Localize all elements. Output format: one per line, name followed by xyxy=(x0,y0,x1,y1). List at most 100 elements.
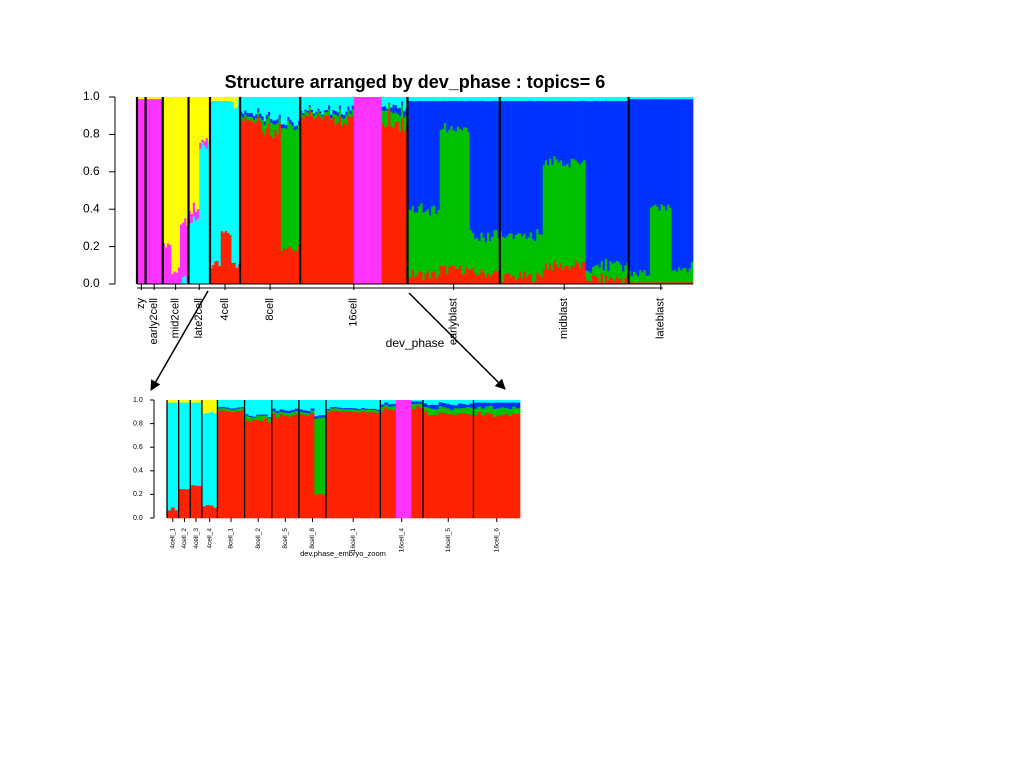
structure-bar xyxy=(433,97,436,285)
topic-segment xyxy=(652,98,655,206)
topic-segment xyxy=(222,100,226,233)
structure-bar xyxy=(199,97,202,285)
topic-segment xyxy=(278,123,282,285)
topic-segment xyxy=(662,97,666,100)
topic-segment xyxy=(585,270,589,280)
topic-segment xyxy=(199,97,202,143)
structure-bar xyxy=(169,97,172,285)
topic-segment xyxy=(523,271,526,285)
topic-segment xyxy=(242,113,245,118)
topic-segment xyxy=(512,97,516,102)
topic-segment xyxy=(407,209,410,278)
topic-segment xyxy=(407,97,410,102)
structure-bar xyxy=(583,97,587,285)
topic-segment xyxy=(624,97,627,102)
structure-bar xyxy=(240,97,243,285)
topic-segment xyxy=(434,404,439,410)
topic-segment xyxy=(271,410,276,414)
structure-bar xyxy=(175,97,179,285)
structure-bar xyxy=(267,97,271,285)
topic-segment xyxy=(665,98,668,211)
topic-segment xyxy=(426,400,432,405)
topic-segment xyxy=(465,406,470,415)
topic-segment xyxy=(613,280,617,285)
topic-segment xyxy=(291,409,296,413)
topic-segment xyxy=(227,100,230,233)
topic-segment xyxy=(669,282,672,285)
topic-segment xyxy=(688,268,692,283)
topic-segment xyxy=(620,264,623,279)
topic-segment xyxy=(313,113,316,116)
topic-segment xyxy=(205,400,211,414)
topic-segment xyxy=(504,97,507,101)
topic-segment xyxy=(480,97,483,101)
zoom-structure-bars xyxy=(166,400,521,519)
topic-segment xyxy=(568,100,571,168)
structure-bar xyxy=(197,97,200,285)
topic-segment xyxy=(384,404,389,408)
structure-bar xyxy=(263,400,269,519)
topic-segment xyxy=(485,406,490,414)
topic-segment xyxy=(639,282,642,285)
structure-bar xyxy=(521,97,524,285)
topic-segment xyxy=(587,271,591,282)
topic-segment xyxy=(413,97,417,102)
structure-bar xyxy=(388,97,391,285)
topic-segment xyxy=(386,108,389,111)
topic-segment xyxy=(493,97,496,101)
topic-segment xyxy=(221,407,226,411)
topic-segment xyxy=(236,407,242,409)
topic-segment xyxy=(641,98,644,273)
topic-segment xyxy=(225,410,230,519)
topic-segment xyxy=(242,117,245,122)
structure-bar xyxy=(607,97,610,285)
structure-bar xyxy=(428,97,432,285)
structure-bar xyxy=(229,400,234,519)
topic-segment xyxy=(325,115,329,285)
topic-segment xyxy=(688,98,692,269)
topic-segment xyxy=(424,100,428,212)
topic-segment xyxy=(271,413,276,519)
y-tick-label: 0.8 xyxy=(133,420,143,427)
topic-segment xyxy=(285,97,288,126)
structure-bar xyxy=(282,97,286,285)
structure-bar xyxy=(486,97,490,285)
topic-segment xyxy=(349,407,354,410)
topic-segment xyxy=(645,282,649,285)
topic-segment xyxy=(391,403,397,407)
topic-segment xyxy=(654,282,657,285)
topic-segment xyxy=(532,97,535,102)
topic-segment xyxy=(604,275,608,285)
structure-bar xyxy=(314,400,319,519)
topic-segment xyxy=(461,403,467,409)
topic-segment xyxy=(581,261,584,285)
topic-segment xyxy=(446,97,449,102)
topic-segment xyxy=(306,110,310,113)
structure-bar xyxy=(338,97,342,285)
structure-bar xyxy=(326,400,331,519)
topic-segment xyxy=(194,220,198,285)
structure-bar xyxy=(337,400,342,519)
topic-segment xyxy=(318,417,323,494)
structure-bar xyxy=(231,97,234,285)
structure-bar xyxy=(508,400,513,519)
topic-segment xyxy=(637,282,640,285)
structure-bar xyxy=(549,97,552,285)
topic-segment xyxy=(291,121,295,127)
structure-bar xyxy=(450,400,455,519)
topic-segment xyxy=(589,100,593,273)
structure-bar xyxy=(675,97,679,285)
structure-bar xyxy=(233,97,237,285)
structure-bar xyxy=(227,97,230,285)
topic-segment xyxy=(280,124,284,129)
topic-segment xyxy=(635,282,638,285)
topic-segment xyxy=(325,109,329,112)
topic-segment xyxy=(574,260,578,285)
topic-segment xyxy=(418,97,421,102)
topic-segment xyxy=(426,208,430,272)
topic-segment xyxy=(416,275,419,285)
topic-segment xyxy=(340,113,344,118)
topic-segment xyxy=(197,218,200,285)
topic-segment xyxy=(491,236,494,274)
topic-segment xyxy=(343,122,346,285)
